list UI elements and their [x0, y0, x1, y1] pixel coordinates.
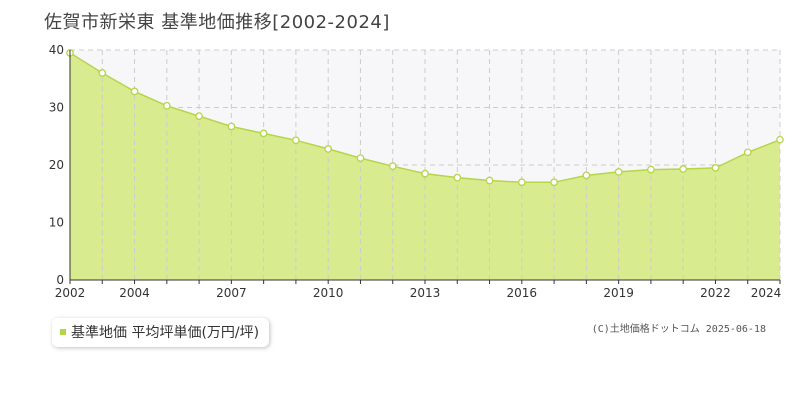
x-tick-label: 2024	[751, 286, 782, 300]
chart-title: 佐賀市新栄東 基準地価推移[2002-2024]	[44, 12, 390, 33]
x-tick-label: 2016	[507, 286, 538, 300]
data-point	[647, 165, 655, 174]
data-point	[453, 173, 462, 182]
y-tick-label: 20	[49, 158, 64, 172]
data-point	[259, 129, 268, 138]
y-tick-label: 30	[49, 101, 64, 115]
x-tick-label: 2022	[700, 286, 731, 300]
credit-text: (C)土地価格ドットコム 2025-06-18	[591, 324, 766, 335]
data-point	[227, 122, 236, 131]
data-point	[517, 178, 526, 187]
data-point	[162, 101, 171, 110]
data-points	[66, 49, 784, 187]
data-point	[711, 164, 720, 172]
data-point	[776, 135, 784, 144]
data-point	[679, 165, 688, 173]
x-tick-label: 2019	[603, 286, 634, 300]
y-axis-ticks: 0 10 20 30 40	[49, 43, 64, 287]
x-axis-ticks: 2002 2004 2007 2010 2013 2016 2019 2022 2024	[55, 280, 782, 300]
data-point	[98, 69, 107, 77]
x-tick-label: 2007	[216, 286, 247, 300]
data-point	[550, 178, 558, 187]
data-point	[421, 169, 429, 178]
data-point	[614, 168, 623, 176]
y-tick-label: 0	[56, 273, 64, 287]
area-fill	[70, 52, 780, 281]
data-point	[582, 171, 591, 180]
y-tick-label: 10	[49, 216, 64, 230]
data-point	[292, 136, 300, 145]
vertical-gridlines	[101, 50, 781, 280]
data-point	[130, 87, 139, 96]
x-tick-label: 2013	[410, 286, 441, 300]
x-tick-label: 2004	[119, 286, 150, 300]
legend-swatch	[60, 329, 66, 335]
y-tick-label: 40	[49, 43, 64, 57]
data-point	[485, 176, 494, 185]
data-point	[195, 112, 203, 120]
data-point	[324, 145, 333, 153]
data-point	[388, 162, 397, 170]
x-tick-label: 2010	[313, 286, 344, 300]
legend-label: 基準地価 平均坪単価(万円/坪)	[71, 325, 260, 341]
data-point	[356, 154, 365, 162]
x-tick-label: 2002	[55, 286, 86, 300]
data-point	[743, 148, 752, 157]
legend: 基準地価 平均坪単価(万円/坪)	[52, 318, 270, 347]
